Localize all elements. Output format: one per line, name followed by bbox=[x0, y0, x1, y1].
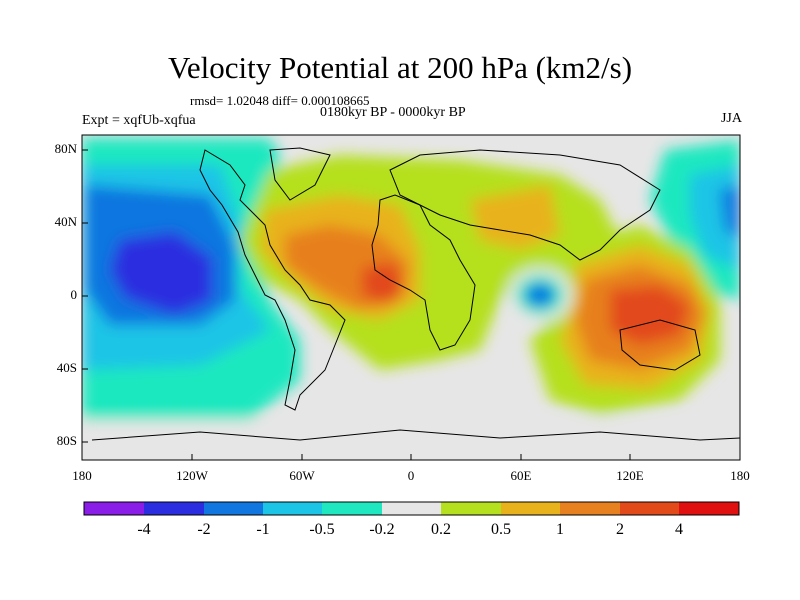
americas-coast bbox=[199, 149, 346, 411]
colorbar bbox=[83, 501, 740, 516]
map-title: Velocity Potential at 200 hPa (km2/s) bbox=[167, 50, 633, 85]
coastlines bbox=[91, 147, 740, 441]
region-polar-neutral bbox=[82, 420, 740, 460]
colorbar-label: 0.5 bbox=[491, 521, 511, 538]
colorbar-swatch-9 bbox=[620, 502, 679, 515]
colorbar-label: 0.2 bbox=[431, 521, 451, 538]
lon-label-180w: 180 bbox=[72, 468, 92, 483]
lat-label-40s: 40S bbox=[56, 360, 77, 375]
greenland-coast bbox=[269, 147, 331, 201]
colorbar-swatch-6 bbox=[441, 502, 501, 515]
region-pos-2-atl bbox=[362, 262, 405, 305]
region-neg-2 bbox=[110, 232, 212, 315]
lon-label-180e: 180 bbox=[730, 468, 750, 483]
lon-label-120e: 120E bbox=[616, 468, 644, 483]
period-label: 0180kyr BP - 0000kyr BP bbox=[320, 105, 466, 120]
lon-label-120w: 120W bbox=[176, 468, 208, 483]
colorbar-label: -0.2 bbox=[369, 521, 395, 538]
lon-label-60e: 60E bbox=[510, 468, 532, 483]
lat-label-0: 0 bbox=[70, 287, 78, 302]
colorbar-swatch-7 bbox=[501, 502, 560, 515]
lon-label-0: 0 bbox=[407, 468, 415, 483]
australia-coast bbox=[619, 319, 701, 371]
lat-label-40n: 40N bbox=[54, 214, 77, 229]
velocity-potential-field bbox=[82, 135, 740, 460]
colorbar-swatch-3 bbox=[263, 502, 322, 515]
colorbar-label: 2 bbox=[616, 521, 624, 538]
colorbar-swatch-8 bbox=[560, 502, 620, 515]
colorbar-swatch-4 bbox=[322, 502, 382, 515]
eurasia-coast bbox=[389, 149, 661, 261]
axis-ticks bbox=[82, 149, 631, 460]
colorbar-frame bbox=[83, 501, 740, 516]
colorbar-swatch-2 bbox=[204, 502, 263, 515]
region-east-neg-1 bbox=[720, 185, 740, 240]
lon-label-60w: 60W bbox=[289, 468, 315, 483]
region-arctic-neg bbox=[82, 138, 280, 160]
colorbar-label: -1 bbox=[256, 521, 270, 538]
region-io-neg-1 bbox=[525, 283, 555, 307]
antarctica-coast bbox=[91, 429, 740, 441]
africa-coast bbox=[371, 194, 476, 351]
colorbar-swatch-5 bbox=[382, 502, 441, 515]
colorbar-label: 1 bbox=[556, 521, 564, 538]
colorbar-label: -0.5 bbox=[309, 521, 335, 538]
lat-label-80s: 80S bbox=[56, 433, 77, 448]
season-label: JJA bbox=[720, 111, 742, 126]
colorbar-swatch-1 bbox=[144, 502, 204, 515]
rmsd-diff-stats: rmsd= 1.02048 diff= 0.000108665 bbox=[190, 93, 370, 108]
region-pos-2-ip bbox=[610, 285, 690, 345]
colorbar-label: -2 bbox=[197, 521, 211, 538]
region-pos-0p5-asia bbox=[470, 185, 560, 250]
colorbar-label: 4 bbox=[675, 521, 683, 538]
colorbar-label: -4 bbox=[137, 521, 151, 538]
colorbar-swatch-0 bbox=[84, 502, 144, 515]
colorbar-swatch-10 bbox=[679, 502, 739, 515]
experiment-label: Expt = xqfUb-xqfua bbox=[82, 113, 196, 128]
lat-label-80n: 80N bbox=[54, 141, 77, 156]
